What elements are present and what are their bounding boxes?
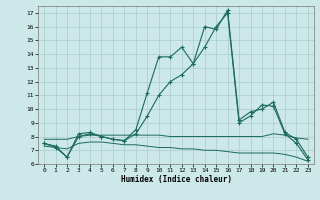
X-axis label: Humidex (Indice chaleur): Humidex (Indice chaleur) <box>121 175 231 184</box>
